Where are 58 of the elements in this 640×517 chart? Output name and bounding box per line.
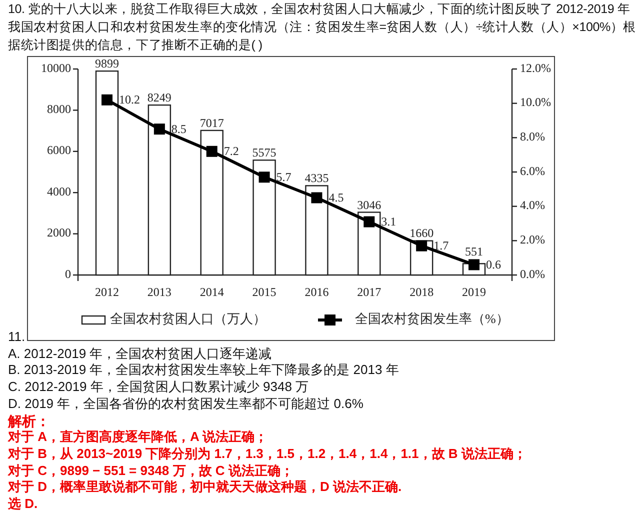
text: C. 2012-2019 年，全国贫困人口数累计减少 9348 万 xyxy=(8,379,310,396)
text: 选 D. xyxy=(8,496,39,513)
point xyxy=(154,124,165,135)
y-tick-label: 0 xyxy=(65,266,71,281)
chart-title: 10. 党的十八大以来，脱贫工作取得巨大成效，全国农村贫困人口大幅减少，下面的统计图反映了 2012-2019 年我国农村贫困人口和农村贫困发生率的变化情况（注：贫困发生率=贫困人数（人）÷统计人数（人）×100%）根据统计图提供的信息，下了推断不正确的是( ) xyxy=(8,1,638,54)
data-label: 3046 xyxy=(357,198,382,212)
y2-tick-label: 6.0% xyxy=(520,164,545,178)
y-tick-label: 10000 xyxy=(41,60,71,75)
x-tick-label: 2012 xyxy=(95,284,119,299)
y2-tick-label: 10.0% xyxy=(520,95,551,110)
point xyxy=(416,240,428,252)
x-tick-label: 2016 xyxy=(304,284,329,299)
x-tick-label: 2018 xyxy=(410,284,434,299)
y2-tick-label: 0.0% xyxy=(520,266,545,281)
y-tick-label: 4000 xyxy=(47,184,71,198)
y-tick-label: 2000 xyxy=(47,226,71,240)
x-tick-label: 2015 xyxy=(252,284,276,299)
text: 对于 A，直方图高度逐年降低，A 说法正确； xyxy=(8,429,269,446)
point xyxy=(258,172,270,183)
data-label: 10.2 xyxy=(119,92,140,107)
data-label: 5575 xyxy=(252,146,276,160)
data-label: 8249 xyxy=(147,90,172,105)
data-label: 4335 xyxy=(304,171,329,186)
data-label: 5.7 xyxy=(276,170,292,184)
data-label: 3.1 xyxy=(381,214,396,229)
y2-tick-label: 8.0% xyxy=(520,129,545,144)
data-label: 8.5 xyxy=(171,122,186,136)
text: D. 2019 年，全国各省份的农村贫困发生率都不可能超过 0.6% xyxy=(8,396,364,413)
y-tick-label: 6000 xyxy=(47,143,71,158)
legend-label: 全国农村贫困发生率（%） xyxy=(355,310,509,326)
data-label: 1.7 xyxy=(434,238,449,253)
text: 11. xyxy=(8,329,26,346)
point xyxy=(311,192,322,204)
text: 对于 D，概率里敢说都不可能，初中就天天做这种题，D 说法不正确. xyxy=(8,479,403,496)
point xyxy=(206,146,218,157)
point xyxy=(102,94,112,106)
y2-tick-label: 4.0% xyxy=(520,198,545,212)
text: B. 2013-2019 年，全国农村贫困发生率较上年下降最多的是 2013 年 xyxy=(8,362,400,380)
text: 解析： xyxy=(8,412,51,430)
x-tick-label: 2014 xyxy=(200,284,224,299)
legend-label: 全国农村贫困人口（万人） xyxy=(110,310,266,326)
text: 对于 B，从 2013~2019 下降分别为 1.7，1.3，1.5，1.2，1.4，1.4，1.1，故 B 说法正确； xyxy=(8,446,528,463)
y2-tick-label: 12.0% xyxy=(520,60,551,75)
point xyxy=(364,216,375,228)
text: A. 2012-2019 年，全国农村贫困人口逐年递减 xyxy=(8,346,273,362)
data-label: 4.5 xyxy=(328,190,344,204)
text: 对于 C，9899 − 551 = 9348 万，故 C 说法正确； xyxy=(8,462,294,480)
x-tick-label: 2019 xyxy=(462,284,486,299)
y-tick-label: 8000 xyxy=(47,102,71,116)
data-label: 9899 xyxy=(95,56,119,71)
x-tick-label: 2017 xyxy=(357,284,382,299)
data-label: 1660 xyxy=(410,226,434,240)
data-label: 551 xyxy=(465,244,483,259)
data-label: 7017 xyxy=(200,116,224,130)
x-tick-label: 2013 xyxy=(147,284,172,299)
data-label: 0.6 xyxy=(486,257,501,272)
y2-tick-label: 2.0% xyxy=(520,232,545,246)
data-label: 7.2 xyxy=(224,144,239,158)
